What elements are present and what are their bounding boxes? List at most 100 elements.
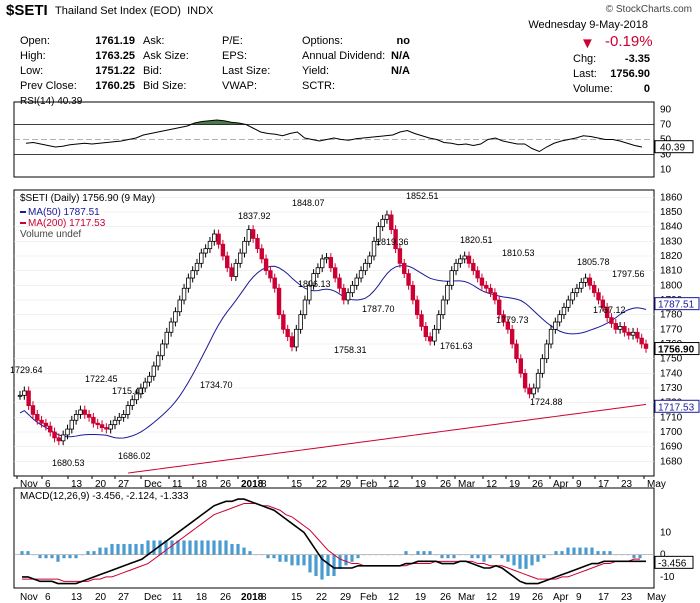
macd-tick-label: 0 [660,550,666,561]
candle-body [639,337,644,345]
price-tick-label: 1810 [660,266,683,277]
x-axis-label-bottom: Nov [20,592,38,603]
x-axis-label-bottom: 13 [71,592,83,603]
price-annotation: 1729.64 [10,365,43,375]
quote-value: 1761.19 [95,35,135,47]
candle-body [389,214,394,231]
candle-body [337,277,342,289]
price-tick-label: 1780 [660,310,683,321]
price-annotation: 1837.92 [238,211,271,221]
candle-body [285,328,290,338]
x-axis-label-bottom: 11 [172,592,183,603]
macd-histogram-bar [344,554,348,566]
volume-legend: Volume undef [20,229,81,240]
candle-body [643,343,649,349]
candle-body [60,434,66,442]
macd-tick-label: -10 [660,572,675,583]
macd-histogram-bar [86,551,90,555]
x-axis-label: 20 [95,479,107,490]
macd-histogram-bar [296,554,300,566]
macd-tick-label: 10 [660,527,672,538]
macd-histogram-bar [404,551,408,555]
x-axis-label: 23 [621,479,633,490]
candle-body [112,419,118,426]
x-axis-label-bottom: Mar [458,592,476,603]
candle-body [384,214,390,220]
price-annotation: 1715.41 [112,386,145,396]
candle-body [194,262,200,272]
candle-body [125,405,131,415]
candle-body [423,325,429,338]
index-name: Thailand Set Index (EOD) INDX [55,5,213,17]
ma200-line [127,403,647,474]
macd-histogram-bar [230,544,234,555]
quote-label: Annual Dividend: [302,50,386,62]
quote-value: 1760.25 [95,80,135,92]
macd-histogram-bar [560,551,564,555]
candle-body [268,270,273,279]
candle-body [39,419,44,424]
x-axis-label-bottom: 19 [415,592,427,603]
price-tick-label: 1830 [660,236,683,247]
macd-histogram-bar [452,554,456,559]
price-annotation: 1734.70 [200,380,233,390]
candle-body [22,390,27,396]
x-axis-label-bottom: 27 [118,592,130,603]
price-tag-box [654,342,700,356]
quote-label: Ask: [143,35,165,47]
macd-histogram-bar [278,554,282,562]
candle-body [276,287,282,316]
quote-date: Wednesday 9-May-2018 [528,19,648,31]
macd-histogram-bar [356,554,360,559]
price-tick-label: 1800 [660,280,683,291]
macd-histogram-bar [134,544,138,555]
macd-last-label: -3.456 [658,558,687,569]
volume-value: 0 [643,83,650,95]
quote-label: EPS: [222,50,248,62]
x-axis-label: 2018 [241,479,264,490]
rsi-last-tag [654,140,694,154]
macd-histogram-bar [314,554,318,576]
macd-histogram-bar [74,554,78,559]
candle-body [600,299,606,308]
x-axis-label-bottom: 22 [316,592,328,603]
price-tag-label: 1717.53 [658,402,695,413]
rsi-tick-label: 10 [660,165,672,176]
candle-body [69,419,75,430]
candle-body [246,229,252,242]
macd-histogram-bar [272,554,276,559]
price-tag-label: 1787.51 [658,300,695,311]
candle-body [354,277,359,286]
candle-body [540,358,545,374]
candle-body [587,277,593,286]
candle-body [212,233,217,242]
candle-body [173,311,178,323]
macd-histogram-bar [116,544,120,555]
candle-body [393,229,398,250]
macd-histogram-bar [44,554,48,559]
candle-body [380,218,385,228]
macd-histogram-bar [110,544,114,555]
candle-body [108,424,113,430]
x-axis-label-bottom: Apr [553,592,569,603]
candle-body [531,387,536,395]
x-axis-label: 19 [509,479,521,490]
candle-body [449,270,454,286]
candle-body [566,299,571,308]
macd-histogram-bar [602,551,606,555]
candle-body [341,287,346,301]
candle-body [561,306,567,316]
candle-body [104,427,109,430]
macd-histogram-bar [212,540,216,555]
macd-histogram-bar [596,551,600,555]
macd-title: MACD(12,26,9) -3.456, -2.124, -1.333 [20,491,189,502]
macd-histogram-bar [470,554,474,559]
macd-line [22,498,646,585]
price-tick-label: 1820 [660,251,683,262]
macd-histogram-bar [506,554,510,562]
stockcharts-logo[interactable]: © StockCharts.com [605,4,692,15]
candle-body [117,416,122,421]
macd-histogram-bar [200,540,204,555]
candle-body [138,387,144,395]
